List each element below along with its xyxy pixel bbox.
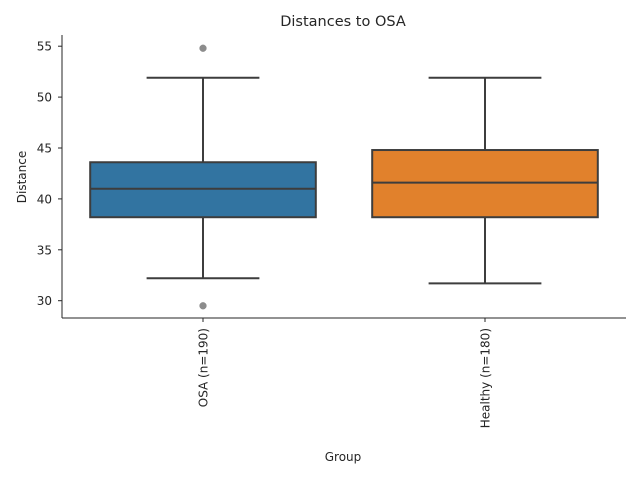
- x-axis-label: Group: [325, 450, 362, 464]
- y-tick-label: 30: [37, 294, 52, 308]
- outlier-point: [199, 44, 207, 52]
- y-tick-label: 50: [37, 91, 52, 105]
- plot-area: 30 35 40 45 50 55 OSA (n=190) Healthy (n=180): [37, 35, 626, 428]
- outlier-point: [199, 302, 207, 310]
- y-tick-label: 55: [37, 40, 52, 54]
- y-axis-label: Distance: [15, 151, 29, 203]
- x-tick-label: OSA (n=190): [197, 328, 211, 407]
- box-iqr-rect: [89, 161, 317, 219]
- box-iqr-rect: [371, 149, 599, 219]
- chart-title: Distances to OSA: [280, 14, 406, 30]
- y-tick-label: 45: [37, 141, 52, 155]
- x-tick-label: Healthy (n=180): [479, 328, 493, 428]
- y-tick-label: 40: [37, 192, 52, 206]
- y-tick-label: 35: [37, 243, 52, 257]
